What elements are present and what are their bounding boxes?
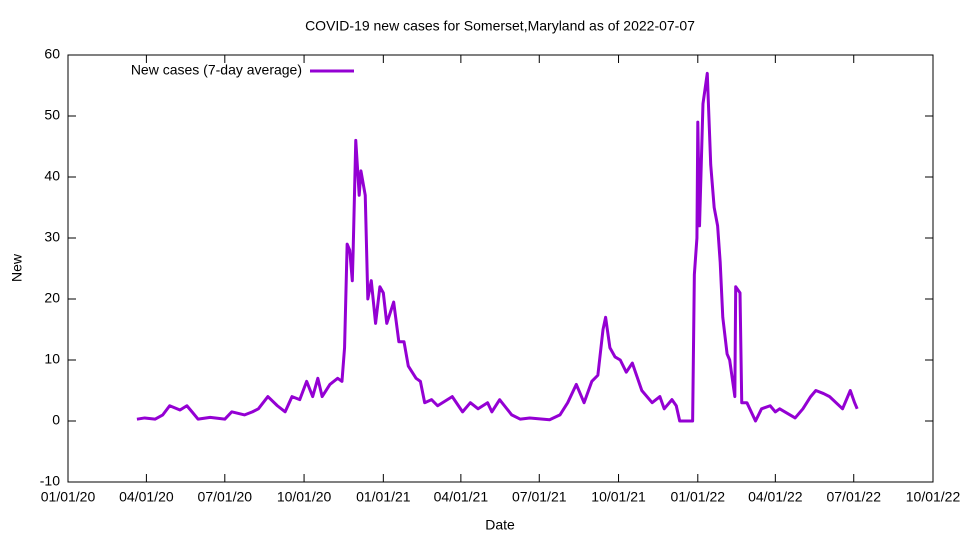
x-tick-label: 07/01/22 (826, 489, 881, 505)
y-tick-label: 50 (44, 107, 60, 123)
y-tick-label: -10 (40, 473, 60, 489)
x-tick-label: 07/01/20 (198, 489, 253, 505)
x-tick-label: 10/01/20 (277, 489, 332, 505)
x-tick-label: 10/01/22 (906, 489, 960, 505)
y-tick-label: 30 (44, 229, 60, 245)
x-tick-label: 10/01/21 (591, 489, 646, 505)
y-tick-label: 60 (44, 46, 60, 62)
chart-title: COVID-19 new cases for Somerset,Maryland… (305, 18, 695, 34)
x-tick-label: 04/01/20 (119, 489, 174, 505)
plot-frame (67, 54, 934, 483)
x-tick-label: 01/01/21 (356, 489, 411, 505)
y-tick-label: 10 (44, 351, 60, 367)
x-tick-label: 04/01/22 (748, 489, 803, 505)
x-tick-label: 07/01/21 (512, 489, 567, 505)
y-axis-label: New (9, 253, 25, 282)
x-tick-label: 04/01/21 (434, 489, 489, 505)
x-tick-label: 01/01/20 (41, 489, 96, 505)
series-line (136, 71, 859, 423)
x-tick-label: 01/01/22 (671, 489, 726, 505)
x-axis-label: Date (485, 517, 515, 533)
y-tick-label: 40 (44, 168, 60, 184)
y-tick-label: 0 (52, 412, 60, 428)
y-tick-label: 20 (44, 290, 60, 306)
legend-label: New cases (7-day average) (131, 62, 302, 78)
